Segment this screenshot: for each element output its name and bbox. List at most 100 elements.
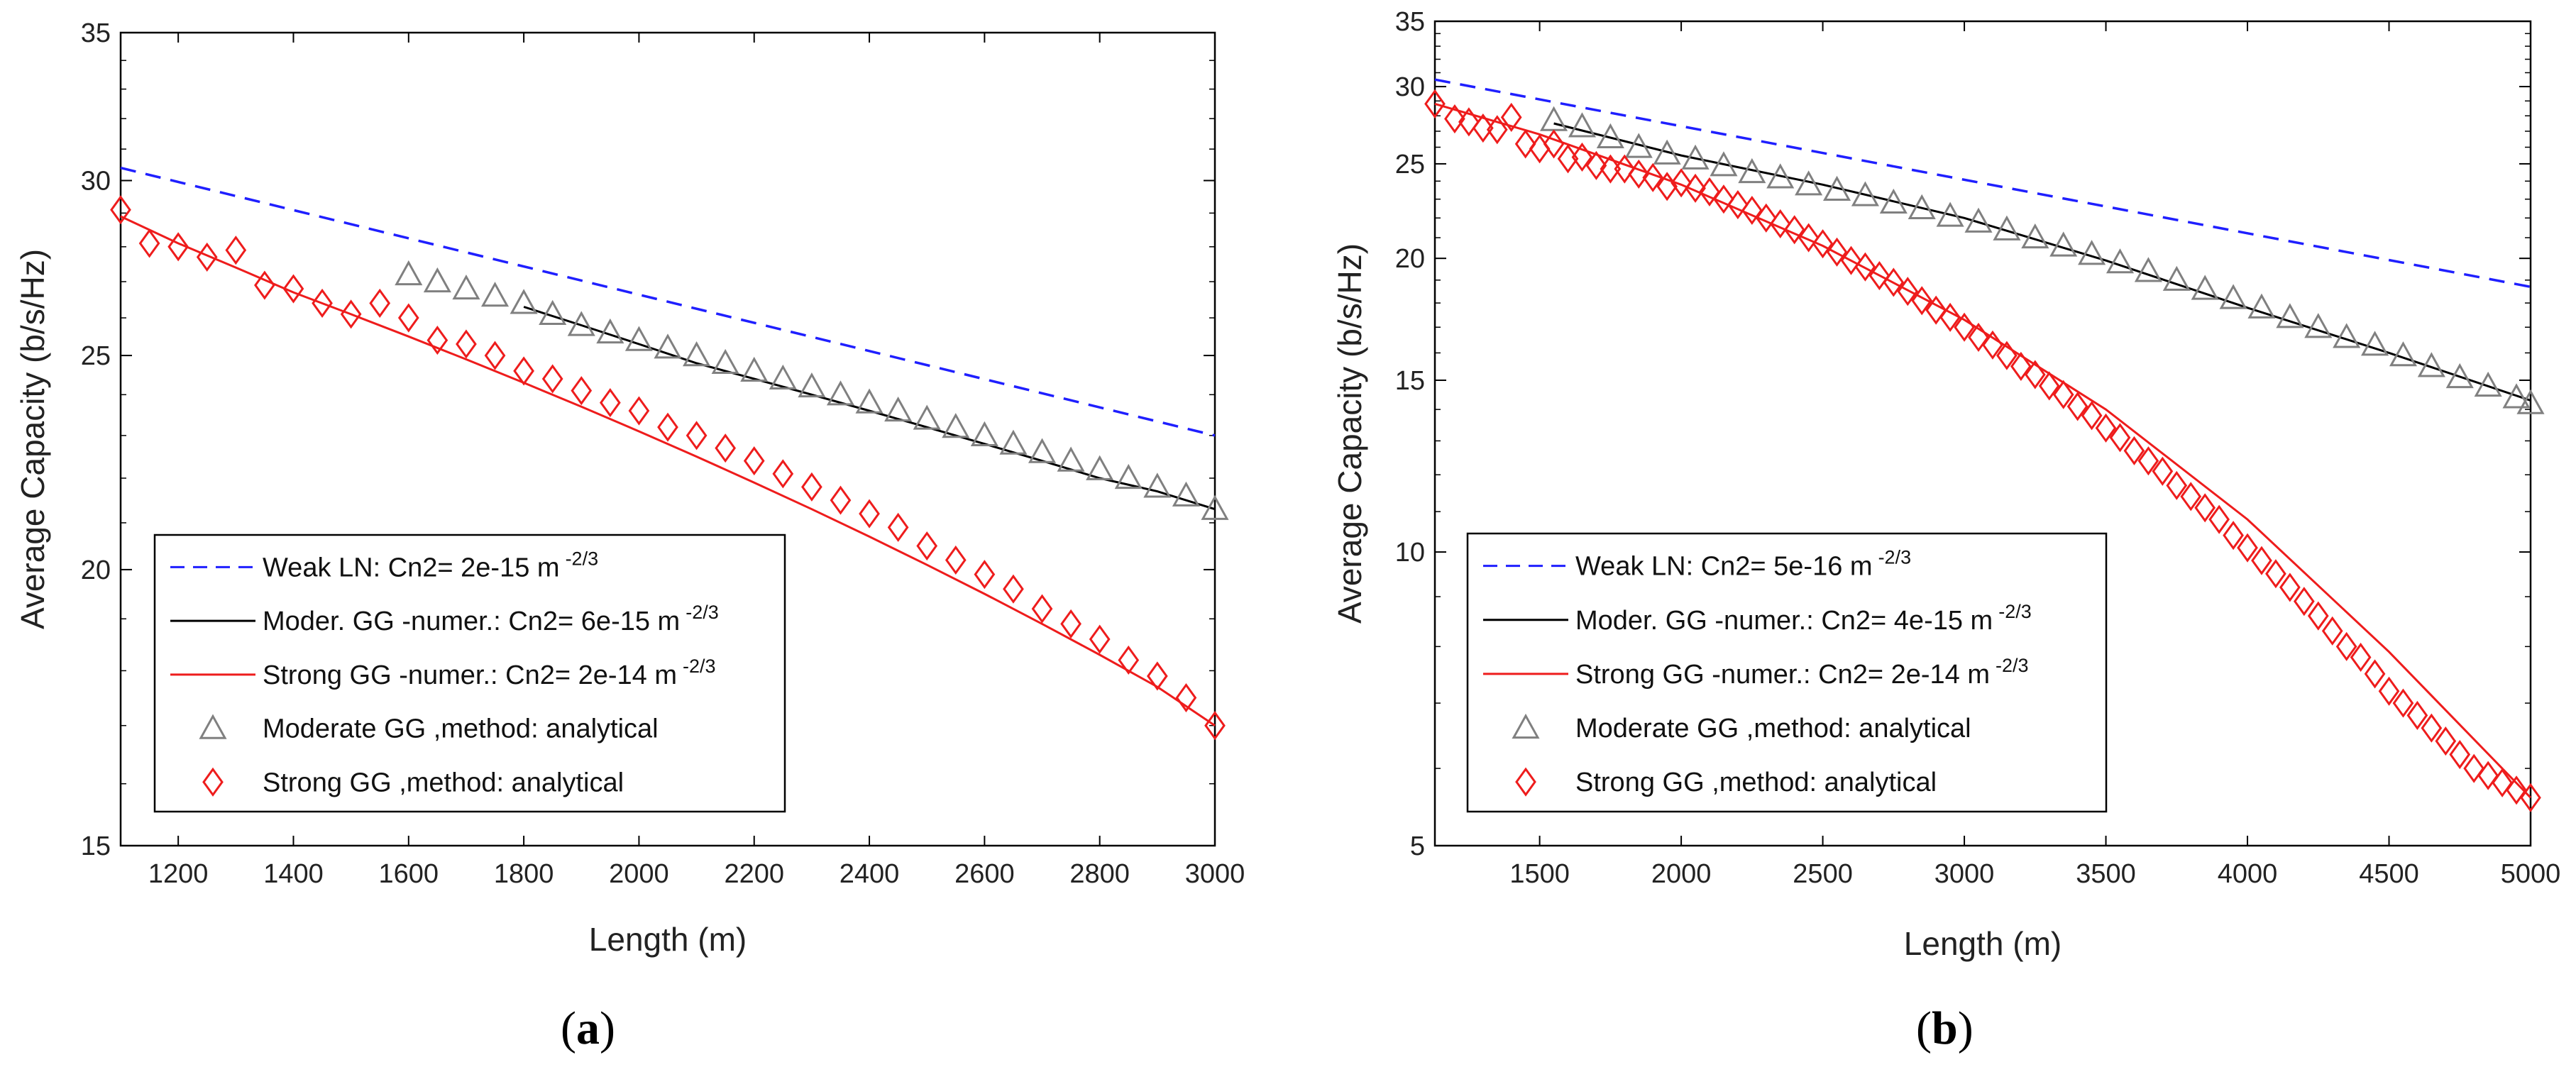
data-point-diamond [2279, 573, 2301, 602]
data-point-triangle [2078, 240, 2106, 265]
data-point-triangle [510, 289, 538, 314]
data-point-triangle [539, 299, 567, 325]
legend-label-superscript: -2/3 [683, 656, 716, 677]
data-point-diamond [657, 412, 678, 442]
data-point-diamond [974, 560, 996, 590]
data-point-diamond [2307, 601, 2329, 631]
data-point-diamond [282, 274, 304, 304]
data-point-triangle [2445, 363, 2474, 389]
legend-label-text: Weak LN: Cn2= 2e-15 m [263, 553, 560, 582]
data-point-diamond [2137, 446, 2159, 476]
data-point-triangle [567, 311, 595, 336]
legend-label: Weak LN: Cn2= 5e-16 m -2/3 [1575, 547, 1911, 582]
series-line [120, 215, 1216, 726]
data-point-diamond [2492, 768, 2513, 797]
data-point-diamond [1741, 195, 1763, 226]
data-point-diamond [628, 396, 650, 426]
data-point-triangle [596, 318, 624, 344]
series-0 [120, 166, 1216, 437]
data-point-diamond [1685, 173, 1706, 203]
data-point-diamond [1600, 154, 1622, 184]
legend-marker-triangle [199, 714, 227, 739]
data-point-triangle [1710, 151, 1738, 177]
data-point-diamond [1713, 184, 1734, 214]
data-point-diamond [715, 433, 737, 463]
legend-marker-diamond [202, 767, 224, 797]
data-point-diamond [1514, 129, 1536, 159]
data-point-diamond [1060, 609, 1081, 639]
data-point-triangle [1879, 188, 1908, 214]
data-point-diamond [2406, 700, 2428, 730]
y-tick-label: 30 [1395, 72, 1425, 102]
data-point-triangle [2134, 257, 2162, 282]
y-tick-label: 15 [81, 831, 111, 861]
data-point-triangle [711, 348, 739, 375]
data-point-diamond [1614, 154, 1636, 184]
data-point-triangle [740, 356, 769, 382]
series-3 [395, 260, 1229, 520]
data-point-diamond [1769, 209, 1791, 239]
data-point-diamond [1883, 267, 1905, 297]
series-4 [110, 195, 1226, 741]
data-point-diamond [859, 499, 880, 529]
data-point-diamond [1585, 150, 1607, 180]
data-point-triangle [2191, 275, 2219, 300]
data-point-triangle [769, 364, 797, 390]
data-point-diamond [2392, 688, 2414, 718]
data-point-triangle [2247, 293, 2276, 319]
data-point-diamond [1826, 237, 1848, 267]
legend-label: Moder. GG -numer.: Cn2= 6e-15 m -2/3 [263, 602, 719, 636]
data-point-diamond [1571, 142, 1593, 172]
chart-panel-b: 1500 2000 2500 3000 3500 4000 4500 5000 5 10 15 20 2… [1331, 7, 2560, 962]
data-point-diamond [2449, 739, 2471, 770]
data-point-diamond [2095, 413, 2117, 443]
data-point-triangle [2049, 231, 2078, 257]
y-axis-label: Average Capacity (b/s/Hz) [1331, 243, 1368, 624]
series-2 [120, 215, 1216, 726]
data-point-triangle [2304, 313, 2333, 338]
data-point-diamond [1031, 594, 1053, 624]
legend-label-text: Moder. GG -numer.: Cn2= 4e-15 m [1575, 606, 1993, 636]
data-point-triangle [480, 282, 510, 307]
x-tick-label: 1200 [148, 859, 209, 889]
series-0 [1434, 78, 2531, 289]
legend-label: Strong GG ,method: analytical [1575, 768, 1937, 797]
data-point-diamond [2024, 360, 2046, 389]
x-tick-label: 2600 [954, 859, 1015, 889]
data-point-diamond [2350, 642, 2372, 673]
data-point-diamond [2052, 380, 2074, 409]
data-point-diamond [2463, 753, 2485, 783]
data-point-triangle [2361, 331, 2389, 356]
data-point-diamond [2166, 470, 2188, 500]
y-tick-label: 20 [81, 555, 111, 585]
data-point-triangle [1681, 144, 1710, 170]
data-point-triangle [1172, 481, 1200, 507]
x-tick-label: 2200 [724, 859, 784, 889]
data-point-triangle [1028, 438, 1057, 463]
data-point-diamond [2251, 546, 2272, 575]
legend-label-superscript: -2/3 [566, 548, 599, 569]
data-point-diamond [2180, 482, 2202, 512]
data-point-triangle [1086, 455, 1114, 480]
legend-label-superscript: -2/3 [1996, 655, 2029, 676]
y-tick-label: 30 [81, 166, 111, 196]
data-point-triangle [2417, 352, 2445, 377]
data-point-triangle [1653, 139, 1681, 165]
series-4 [1424, 89, 2541, 812]
data-point-diamond [686, 421, 708, 450]
data-point-diamond [2520, 783, 2541, 812]
x-tick-label: 4000 [2218, 859, 2278, 889]
data-point-diamond [2109, 423, 2131, 453]
legend-label-superscript: -2/3 [1878, 547, 1912, 568]
data-point-diamond [1628, 159, 1650, 189]
data-point-diamond [945, 545, 967, 575]
data-point-triangle [2219, 284, 2247, 309]
y-tick-label: 25 [81, 341, 111, 371]
data-point-diamond [1458, 107, 1480, 137]
data-point-diamond [1939, 302, 1961, 332]
data-point-triangle [855, 388, 884, 414]
chart-panel-a: 1200 1400 1600 1800 2000 2200 2400 2600 2800 3000… [14, 18, 1245, 958]
data-point-diamond [484, 341, 506, 370]
data-point-triangle [1057, 446, 1085, 472]
data-point-diamond [1003, 574, 1024, 604]
